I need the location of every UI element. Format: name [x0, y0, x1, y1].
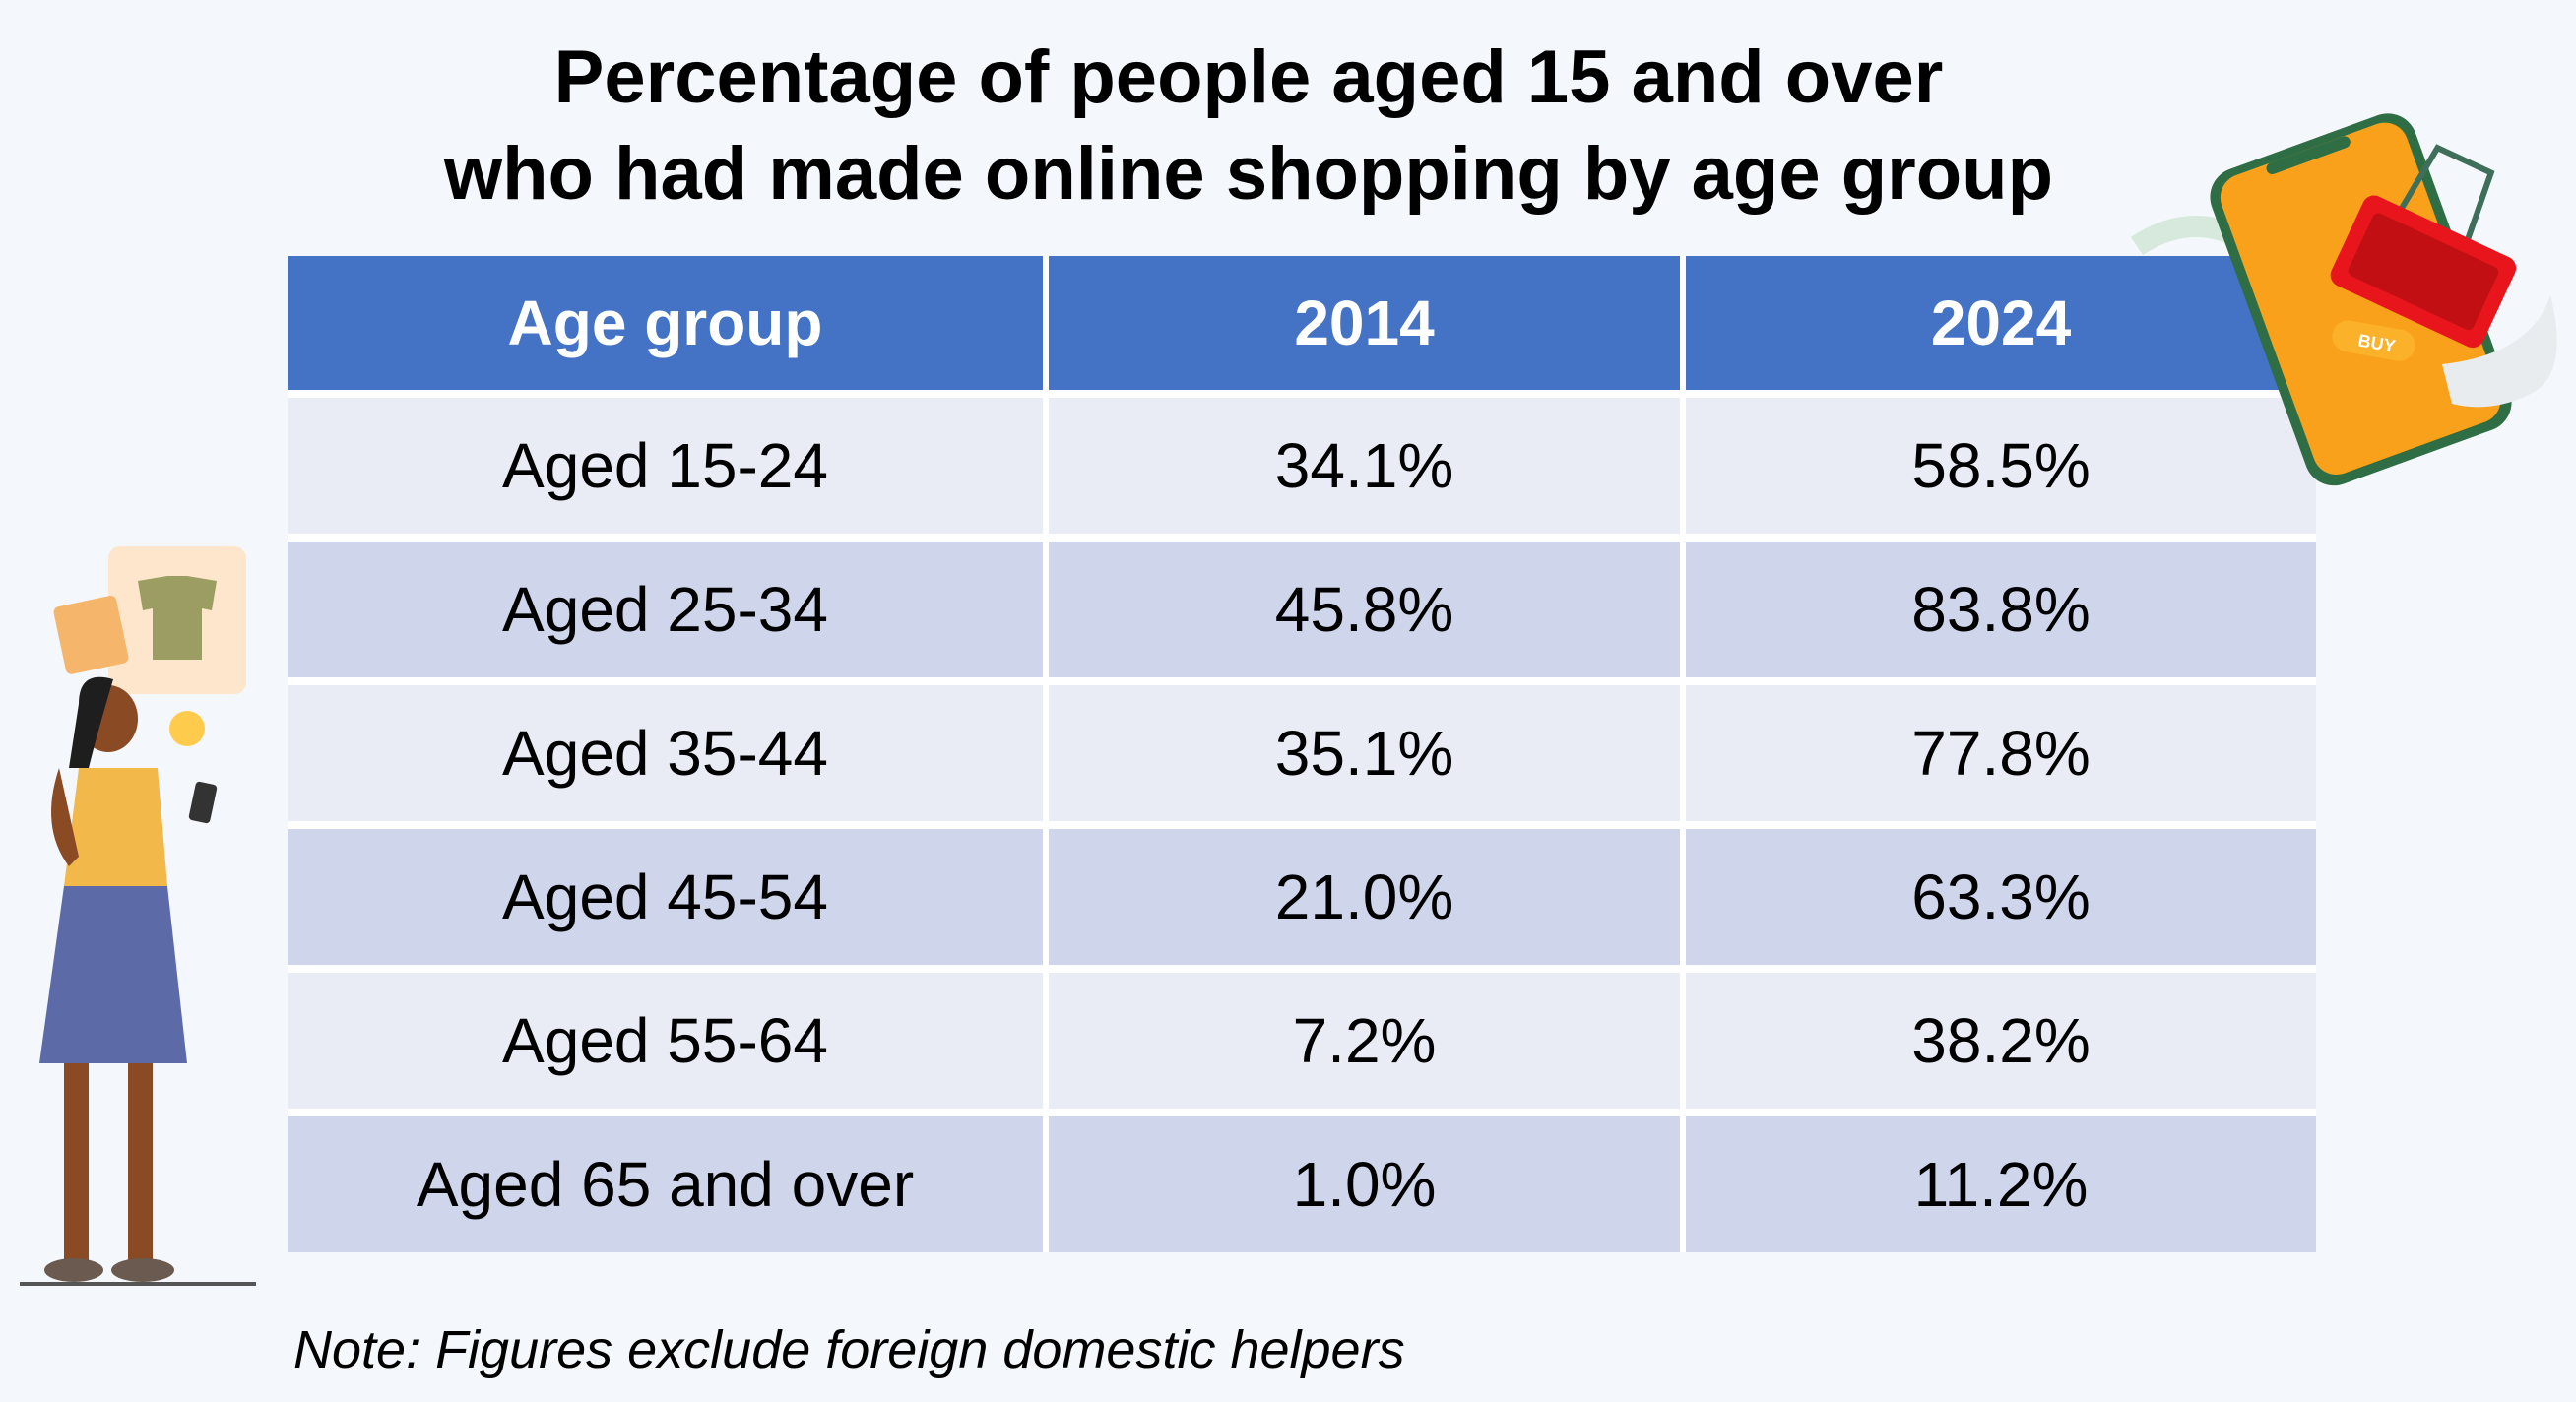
header-2014: 2014	[1049, 256, 1680, 390]
receipt-strip	[2442, 295, 2557, 408]
cell-age: Aged 55-64	[288, 973, 1043, 1109]
cell-2014: 35.1%	[1049, 685, 1680, 821]
cell-age: Aged 65 and over	[288, 1116, 1043, 1252]
cell-age: Aged 45-54	[288, 829, 1043, 965]
smartphone-icon	[188, 781, 218, 824]
cell-age: Aged 15-24	[288, 398, 1043, 534]
shopping-bag-icon	[53, 596, 129, 674]
cell-2014: 45.8%	[1049, 542, 1680, 677]
header-age-group: Age group	[288, 256, 1043, 390]
header-2024: 2024	[1686, 256, 2316, 390]
cell-2024: 11.2%	[1686, 1116, 2316, 1252]
cell-2024: 58.5%	[1686, 398, 2316, 534]
buy-button: BUY	[2332, 320, 2415, 361]
data-table: Age group 2014 2024 Aged 15-24 34.1% 58.…	[288, 256, 2316, 1252]
heart-eyes-emoji-icon	[169, 711, 205, 746]
phone-basket-illustration: BUY	[2130, 113, 2557, 486]
cell-2014: 7.2%	[1049, 973, 1680, 1109]
cell-2014: 1.0%	[1049, 1116, 1680, 1252]
shopping-basket-icon	[2330, 144, 2517, 349]
cell-age: Aged 25-34	[288, 542, 1043, 677]
title-line-2: who had made online shopping by age grou…	[443, 132, 2054, 216]
cell-2024: 38.2%	[1686, 973, 2316, 1109]
cell-age: Aged 35-44	[288, 685, 1043, 821]
tshirt-icon	[138, 576, 217, 660]
cell-2024: 83.8%	[1686, 542, 2316, 677]
footnote: Note: Figures exclude foreign domestic h…	[293, 1320, 1405, 1379]
cell-2024: 77.8%	[1686, 685, 2316, 821]
cell-2014: 34.1%	[1049, 398, 1680, 534]
cell-2014: 21.0%	[1049, 829, 1680, 965]
cell-2024: 63.3%	[1686, 829, 2316, 965]
woman-shopping-illustration	[20, 546, 256, 1286]
title-line-1: Percentage of people aged 15 and over	[553, 35, 1944, 119]
page-title: Percentage of people aged 15 and over wh…	[0, 30, 2497, 223]
